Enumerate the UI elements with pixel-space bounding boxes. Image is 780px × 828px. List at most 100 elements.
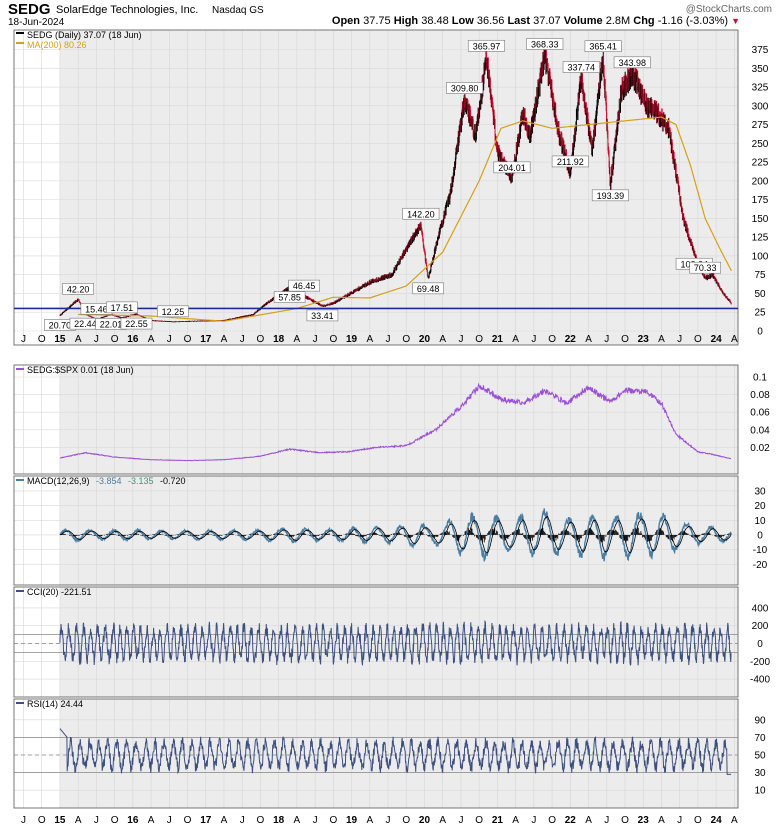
price-annotation-box: [306, 309, 339, 322]
price-annotation-box: [402, 207, 440, 220]
quote-strip: Open 37.75 High 38.48 Low 36.56 Last 37.…: [332, 15, 740, 27]
price-annotation: 15.46: [85, 304, 108, 314]
legend-ma: MA(200) 80.26: [27, 40, 87, 50]
price-annotation: 211.92: [557, 157, 584, 167]
y-tick-label: 300: [752, 101, 769, 112]
legend-swatch-cci: [16, 590, 24, 592]
last-label: Last: [507, 15, 531, 27]
x-tick-label-bottom: A: [294, 815, 301, 826]
x-tick-label: O: [694, 334, 702, 345]
price-annotation: 70.33: [694, 263, 717, 273]
price-annotation: 12.25: [162, 307, 185, 317]
x-tick-label: 17: [200, 334, 212, 345]
y-tick-label: 70: [754, 733, 766, 744]
legend-swatch-ma: [16, 42, 24, 44]
legend-ratio: SEDG:$SPX 0.01 (18 Jun): [27, 365, 134, 375]
cci-line: [59, 619, 732, 666]
x-tick-label: J: [240, 334, 245, 345]
price-annotation: 42.20: [67, 284, 90, 294]
price-annotation: 368.33: [531, 40, 559, 50]
x-tick-label-bottom: O: [548, 815, 556, 826]
x-tick-label-bottom: O: [694, 815, 702, 826]
x-tick-label: A: [366, 334, 373, 345]
y-tick-label: 375: [752, 45, 769, 56]
legend-macd-hist: -0.720: [160, 476, 186, 486]
price-annotation: 193.39: [597, 191, 625, 201]
pane-frame-4: [13, 698, 739, 809]
x-tick-label: A: [294, 334, 301, 345]
x-tick-label: A: [585, 334, 592, 345]
x-tick-label-bottom: 16: [127, 815, 139, 826]
legend-rsi: RSI(14) 24.44: [27, 699, 83, 709]
price-annotation-box: [412, 282, 444, 295]
y-tick-label: 175: [752, 195, 769, 206]
x-tick-label: J: [386, 334, 391, 345]
x-tick-label: O: [621, 334, 629, 345]
pane-frame-1: [13, 364, 739, 475]
x-tick-label: 23: [638, 334, 650, 345]
x-tick-label: A: [439, 334, 446, 345]
x-tick-label-bottom: J: [677, 815, 682, 826]
x-tick-label-bottom: 23: [638, 815, 650, 826]
macd-line: [59, 508, 732, 562]
x-tick-label-bottom: J: [240, 815, 245, 826]
price-annotation-box: [157, 305, 189, 318]
x-tick-label: 24: [711, 334, 723, 345]
price-annotation: 337.74: [567, 62, 595, 72]
pane-frame-3: [13, 586, 739, 698]
y-tick-label: 0.1: [753, 373, 767, 384]
price-annotation: 46.45: [293, 281, 316, 291]
price-annotation: 343.98: [619, 58, 647, 68]
volume-label: Volume: [563, 15, 603, 27]
price-annotation-box: [273, 291, 306, 303]
x-tick-label-bottom: 20: [419, 815, 431, 826]
low-label: Low: [451, 15, 474, 27]
price-annotation: 142.20: [407, 209, 435, 219]
x-tick-label-bottom: 18: [273, 815, 285, 826]
x-tick-label-bottom: O: [329, 815, 337, 826]
ticker-symbol: SEDG: [8, 1, 51, 18]
x-tick-label: O: [329, 334, 337, 345]
open-value: 37.75: [363, 15, 391, 27]
chg-down-arrow-icon: ▼: [731, 16, 740, 26]
price-annotation-box: [493, 161, 531, 174]
x-tick-label-bottom: O: [38, 815, 46, 826]
y-tick-label: 0.06: [750, 408, 770, 419]
x-tick-label-bottom: O: [184, 815, 192, 826]
price-annotation-box: [689, 261, 721, 274]
x-tick-label-bottom: A: [658, 815, 665, 826]
y-tick-label: 10: [754, 786, 766, 797]
y-tick-label: 25: [754, 308, 766, 319]
x-tick-label: O: [475, 334, 483, 345]
x-tick-label-bottom: J: [386, 815, 391, 826]
y-tick-label: 325: [752, 83, 769, 94]
year-band: [716, 587, 738, 697]
x-tick-label: J: [94, 334, 99, 345]
legend-swatch-rsi: [16, 702, 24, 704]
price-annotation: 33.41: [311, 311, 334, 321]
x-tick-label-bottom: A: [512, 815, 519, 826]
ratio-line: [59, 382, 731, 462]
price-annotation: 22.01: [100, 319, 123, 329]
y-tick-label: 10: [754, 516, 766, 527]
y-tick-label: 400: [752, 603, 769, 614]
x-tick-label: A: [512, 334, 519, 345]
x-tick-label-bottom: J: [21, 815, 26, 826]
price-annotation-box: [62, 283, 94, 295]
legend-cci: CCI(20) -221.51: [27, 587, 92, 597]
price-annotation: 69.48: [417, 284, 440, 294]
y-tick-label: 0.08: [750, 390, 770, 401]
x-tick-label-bottom: 22: [565, 815, 577, 826]
x-tick-label: J: [21, 334, 26, 345]
y-tick-label: 90: [754, 715, 766, 726]
x-tick-label-bottom: O: [402, 815, 410, 826]
x-tick-label: O: [257, 334, 265, 345]
y-tick-label: -200: [750, 657, 770, 668]
y-tick-label: 75: [754, 270, 766, 281]
x-tick-label: 16: [127, 334, 139, 345]
y-tick-label: 30: [754, 768, 766, 779]
price-annotation-box: [446, 82, 484, 94]
high-label: High: [393, 15, 419, 27]
y-tick-label: 30: [754, 486, 766, 497]
